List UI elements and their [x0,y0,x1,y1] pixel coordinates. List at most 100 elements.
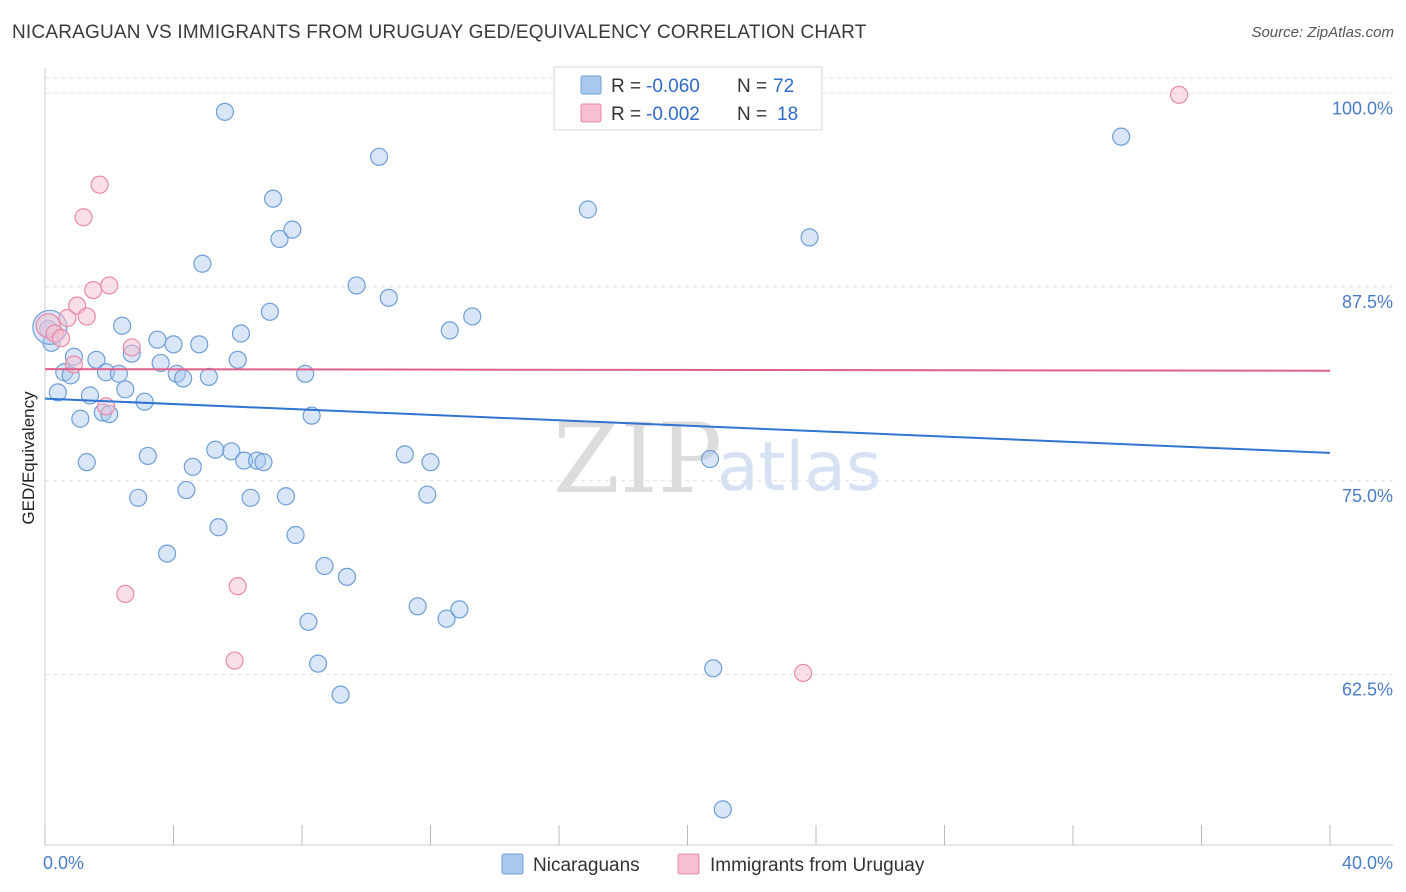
nicaraguans-point-67 [704,659,723,678]
nicaraguans-point-31 [206,440,225,459]
nicaraguans-point-22 [157,544,177,563]
x-tick-label-max: 40.0% [1342,853,1393,873]
nicaraguans-point-48 [299,612,318,631]
uruguay-trend-line [44,368,1331,372]
nicaraguans-point-36 [231,324,251,343]
uruguay-point-6 [74,208,93,227]
uruguay-point-8 [84,281,103,300]
nicaraguans-point-47 [296,364,315,383]
nicaraguans-point-35 [228,350,247,369]
y-tick-label-2: 87.5% [1342,292,1393,312]
nicaraguans-point-63 [450,600,469,619]
bottom-legend: Nicaraguans Immigrants from Uruguay [501,853,925,876]
legend-r-label-nicaraguans: R = [611,76,641,97]
nicaraguans-point-21 [151,353,170,373]
uruguay-point-9 [90,175,109,194]
nicaraguans-point-34 [222,442,241,461]
uruguay-point-12 [116,584,135,604]
nicaraguans-point-32 [209,518,228,537]
nicaraguans-point-33 [215,102,234,121]
nicaraguans-point-53 [337,567,357,586]
nicaraguans-point-40 [254,453,273,472]
y-tick-labels: 62.5% 75.0% 87.5% 100.0% [1332,98,1393,699]
bottom-legend-label-uruguay: Immigrants from Uruguay [710,855,925,876]
nicaraguans-point-13 [109,364,128,383]
nicaraguans-point-66 [700,449,720,469]
nicaraguans-point-28 [190,335,209,354]
nicaraguans-point-7 [77,453,96,472]
nicaraguans-point-23 [164,335,183,354]
y-axis-label: GED/Equivalency [19,391,38,525]
nicaraguans-point-58 [408,597,427,616]
nicaraguans-point-68 [713,800,732,819]
nicaraguans-point-15 [116,380,135,399]
nicaraguans-point-26 [177,480,196,500]
nicaraguans-point-70 [1112,127,1131,146]
nicaraguans-point-60 [421,453,440,472]
uruguay-point-3 [58,308,77,328]
nicaraguans-point-17 [129,488,148,507]
nicaraguans-point-69 [800,228,819,247]
nicaraguans-point-59 [418,485,437,504]
x-tick-label-min: 0.0% [43,853,84,873]
stats-legend: R = -0.060 N = 72 R = -0.002 N = 18 [553,66,823,131]
nicaraguans-point-51 [315,556,334,576]
uruguay-point-11 [100,276,119,295]
y-tick-label-1: 75.0% [1342,486,1393,506]
nicaraguans-point-61 [440,321,459,340]
nicaraguans-point-50 [308,654,328,673]
nicaraguans-point-49 [302,406,321,425]
legend-r-label-uruguay: R = [611,104,641,125]
nicaraguans-point-52 [331,685,350,704]
y-tick-label-0: 62.5% [1342,680,1393,700]
nicaraguans-point-2 [48,383,67,402]
legend-n-value-uruguay: 18 [777,104,798,125]
nicaraguans-point-30 [199,367,218,386]
legend-n-label-nicaraguans: N = [737,76,767,97]
nicaraguans-point-43 [270,229,289,249]
uruguay-point-13 [122,338,141,357]
nicaraguans-point-37 [235,451,254,470]
nicaraguans-point-42 [263,189,283,208]
legend-n-label-uruguay: N = [737,104,767,125]
grid-lines [45,77,1393,675]
legend-n-value-nicaraguans: 72 [773,76,794,97]
data-points [32,85,1189,819]
nicaraguans-point-46 [286,525,305,545]
nicaraguans-point-38 [241,488,260,507]
legend-swatch-uruguay [580,103,602,123]
uruguay-point-2 [51,329,71,348]
nicaraguans-point-62 [437,609,456,628]
nicaraguans-point-27 [183,457,202,476]
nicaraguans-point-41 [260,302,279,321]
nicaraguans-point-20 [148,330,167,349]
uruguay-point-7 [77,307,96,326]
nicaraguans-point-6 [71,409,90,428]
bottom-legend-label-nicaraguans: Nicaraguans [533,855,640,876]
nicaraguans-point-56 [379,288,398,307]
uruguay-point-15 [228,577,247,596]
trend-lines [44,368,1331,454]
bottom-legend-swatch-nicaraguans [501,853,524,875]
watermark-atlas: atlas [717,428,881,507]
legend-swatch-nicaraguans [580,75,602,95]
nicaraguans-point-64 [463,307,482,326]
x-tick-labels: 0.0% 40.0% [43,853,1393,873]
y-tick-label-3: 100.0% [1332,98,1393,118]
uruguay-point-17 [1169,85,1189,104]
nicaraguans-point-25 [174,369,193,388]
uruguay-point-16 [794,663,813,683]
nicaraguans-trend-line [44,397,1331,454]
nicaraguans-point-45 [283,220,302,239]
nicaraguans-point-29 [193,254,212,273]
source-label: Source: ZipAtlas.com [1251,24,1394,41]
legend-r-value-uruguay: -0.002 [646,104,700,125]
legend-r-value-nicaraguans: -0.060 [646,76,700,97]
nicaraguans-point-57 [395,445,414,464]
bottom-legend-swatch-uruguay [677,853,700,875]
axes [44,68,1393,846]
watermark-zip: ZIP [553,403,722,515]
nicaraguans-point-19 [138,446,157,466]
uruguay-point-14 [225,651,244,670]
